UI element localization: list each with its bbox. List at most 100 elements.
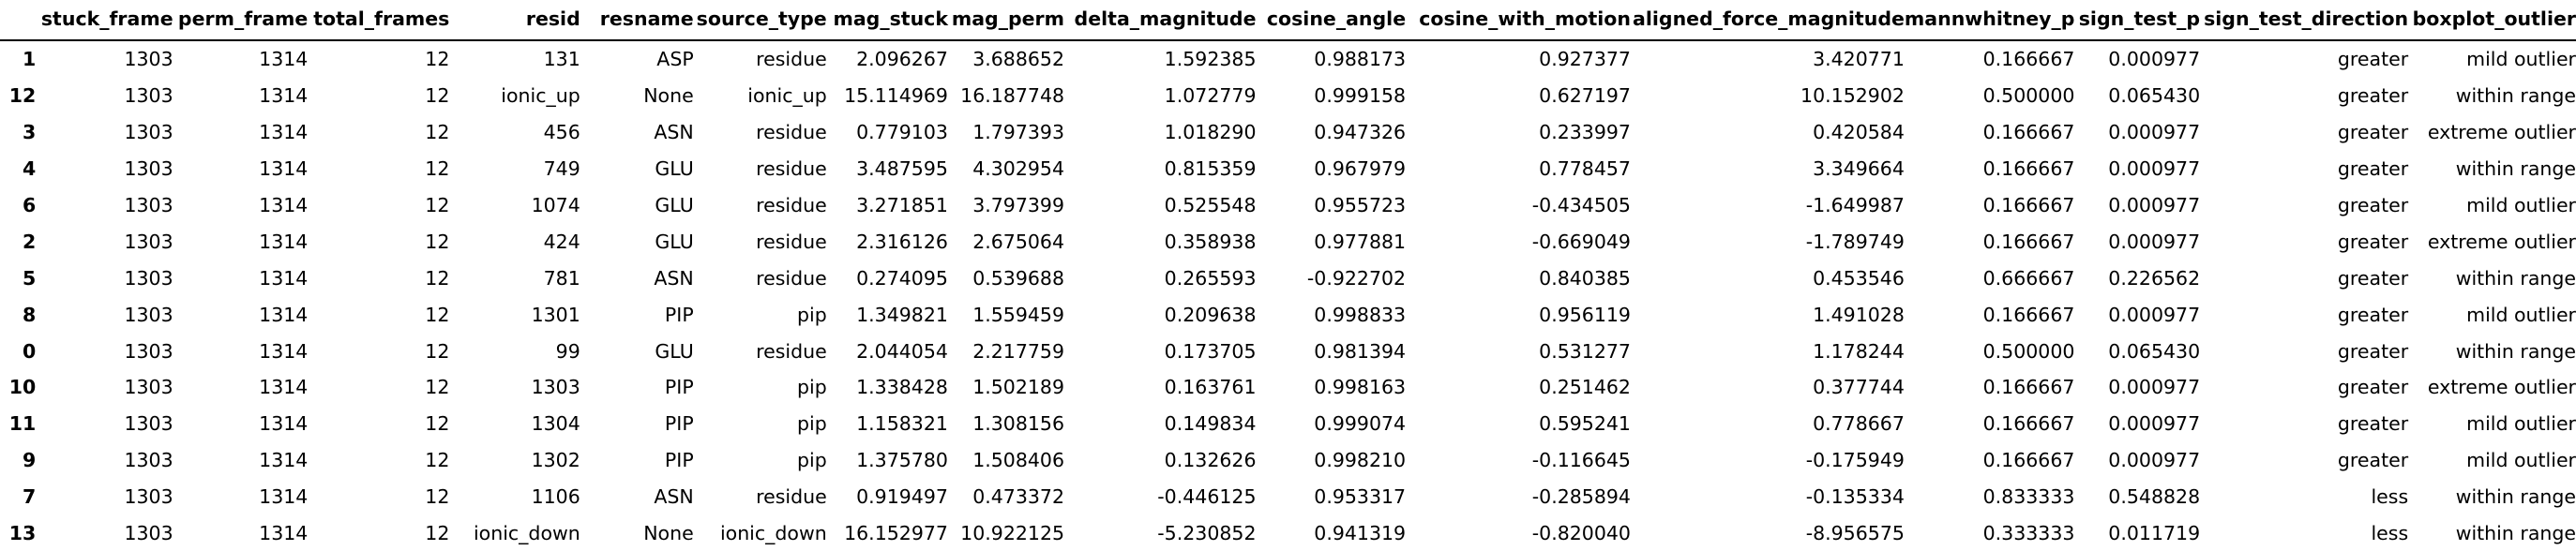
cell-cosine-with-motion: 0.251462: [1539, 376, 1631, 399]
cell-perm-frame: 1314: [259, 230, 309, 253]
cell-stuck-frame: 1303: [124, 121, 173, 144]
column-header-resid: resid: [449, 0, 580, 41]
cell-resid: 1303: [531, 376, 580, 399]
cell-source-type: residue: [756, 339, 827, 363]
cell-source-type: pip: [796, 376, 827, 399]
cell-delta-magnitude: 0.209638: [1164, 303, 1257, 326]
cell-mag-perm: 10.922125: [960, 522, 1065, 545]
cell-sign-test-direction: less: [2371, 522, 2409, 545]
cell-cosine-with-motion: 0.595241: [1539, 412, 1631, 436]
row-index: 9: [22, 449, 37, 472]
cell-sign-test-direction: greater: [2337, 449, 2409, 472]
cell-source-type: ionic_down: [719, 522, 827, 545]
cell-mag-stuck: 2.316126: [856, 230, 948, 253]
cell-mag-perm: 2.217759: [972, 339, 1065, 363]
cell-cosine-with-motion: 0.233997: [1539, 121, 1631, 144]
cell-sign-test-p: 0.065430: [2108, 339, 2201, 363]
cell-boxplot-outlier: mild outlier: [2466, 303, 2576, 326]
cell-cosine-angle: 0.998163: [1314, 376, 1407, 399]
cell-stuck-frame: 1303: [124, 412, 173, 436]
cell-perm-frame: 1314: [259, 121, 309, 144]
cell-sign-test-direction: greater: [2337, 157, 2409, 181]
cell-source-type: ionic_up: [747, 84, 827, 108]
cell-mag-perm: 1.797393: [972, 121, 1065, 144]
cell-perm-frame: 1314: [259, 522, 309, 545]
cell-mag-stuck: 15.114969: [844, 84, 948, 108]
cell-stuck-frame: 1303: [124, 376, 173, 399]
table-row: 3 1303 1314 12 456 ASN residue 0.779103 1.797393…: [0, 114, 2576, 151]
cell-resid: 1074: [531, 194, 580, 216]
cell-boxplot-outlier: mild outlier: [2466, 412, 2576, 436]
cell-sign-test-p: 0.000977: [2108, 48, 2201, 71]
cell-mag-perm: 1.508406: [972, 449, 1065, 472]
row-index: 0: [22, 339, 37, 363]
column-header-sign-test-p: sign_test_p: [2074, 0, 2201, 41]
column-header-mag-perm: mag_perm: [947, 0, 1065, 41]
cell-aligned-force-magnitude: -0.175949: [1805, 449, 1905, 472]
column-header-cosine-angle: cosine_angle: [1256, 0, 1407, 41]
table-row: 5 1303 1314 12 781 ASN residue 0.274095 0.539688…: [0, 260, 2576, 296]
cell-perm-frame: 1314: [259, 194, 309, 216]
cell-total-frames: 12: [425, 194, 450, 216]
cell-cosine-angle: 0.998210: [1314, 449, 1407, 472]
cell-delta-magnitude: 0.358938: [1164, 230, 1257, 253]
cell-boxplot-outlier: within range: [2455, 266, 2576, 290]
cell-aligned-force-magnitude: 3.349664: [1813, 157, 1905, 181]
column-header-total-frames: total_frames: [308, 0, 450, 41]
row-index: 2: [22, 230, 37, 253]
cell-cosine-angle: 0.988173: [1314, 48, 1407, 71]
cell-sign-test-direction: greater: [2337, 376, 2409, 399]
column-header-source-type: source_type: [693, 0, 827, 41]
cell-aligned-force-magnitude: -8.956575: [1805, 522, 1905, 545]
cell-sign-test-p: 0.065430: [2108, 84, 2201, 108]
cell-total-frames: 12: [425, 48, 450, 71]
cell-delta-magnitude: -5.230852: [1157, 522, 1257, 545]
cell-aligned-force-magnitude: -1.789749: [1805, 230, 1905, 253]
table-row: 10 1303 1314 12 1303 PIP pip 1.338428 1.502189 0.…: [0, 369, 2576, 406]
cell-sign-test-p: 0.000977: [2108, 376, 2201, 399]
table-row: 2 1303 1314 12 424 GLU residue 2.316126 2.675064…: [0, 223, 2576, 260]
cell-sign-test-direction: less: [2371, 485, 2409, 509]
cell-resname: ASN: [654, 266, 694, 290]
cell-sign-test-direction: greater: [2337, 339, 2409, 363]
cell-mag-stuck: 1.349821: [856, 303, 948, 326]
cell-total-frames: 12: [425, 303, 450, 326]
cell-resname: None: [643, 84, 694, 108]
cell-resname: GLU: [655, 157, 694, 181]
cell-boxplot-outlier: within range: [2455, 485, 2576, 509]
cell-cosine-angle: 0.953317: [1314, 485, 1407, 509]
cell-aligned-force-magnitude: -0.135334: [1805, 485, 1905, 509]
cell-sign-test-direction: greater: [2337, 121, 2409, 144]
cell-perm-frame: 1314: [259, 84, 309, 108]
cell-total-frames: 12: [425, 485, 450, 509]
cell-delta-magnitude: 1.592385: [1164, 48, 1257, 71]
cell-boxplot-outlier: within range: [2455, 522, 2576, 545]
cell-total-frames: 12: [425, 157, 450, 181]
cell-resid: 749: [543, 157, 580, 181]
cell-mag-stuck: 2.044054: [856, 339, 948, 363]
row-index: 13: [8, 522, 37, 545]
cell-sign-test-p: 0.226562: [2108, 266, 2201, 290]
cell-aligned-force-magnitude: 0.778667: [1813, 412, 1905, 436]
cell-cosine-angle: 0.977881: [1314, 230, 1407, 253]
cell-mag-perm: 1.308156: [972, 412, 1065, 436]
cell-resname: PIP: [664, 376, 694, 399]
cell-sign-test-p: 0.000977: [2108, 412, 2201, 436]
cell-source-type: pip: [796, 303, 827, 326]
cell-resname: ASN: [654, 121, 694, 144]
cell-mannwhitney-p: 0.166667: [1982, 194, 2075, 216]
cell-aligned-force-magnitude: 3.420771: [1813, 48, 1905, 71]
cell-boxplot-outlier: within range: [2455, 339, 2576, 363]
cell-resname: GLU: [655, 339, 694, 363]
table-row: 7 1303 1314 12 1106 ASN residue 0.919497 0.47337…: [0, 479, 2576, 515]
cell-source-type: residue: [756, 266, 827, 290]
cell-source-type: pip: [796, 412, 827, 436]
cell-cosine-angle: 0.998833: [1314, 303, 1407, 326]
cell-mag-perm: 1.502189: [972, 376, 1065, 399]
cell-stuck-frame: 1303: [124, 485, 173, 509]
cell-source-type: residue: [756, 157, 827, 181]
cell-sign-test-p: 0.000977: [2108, 230, 2201, 253]
cell-aligned-force-magnitude: 1.178244: [1813, 339, 1905, 363]
cell-mag-stuck: 0.274095: [856, 266, 948, 290]
